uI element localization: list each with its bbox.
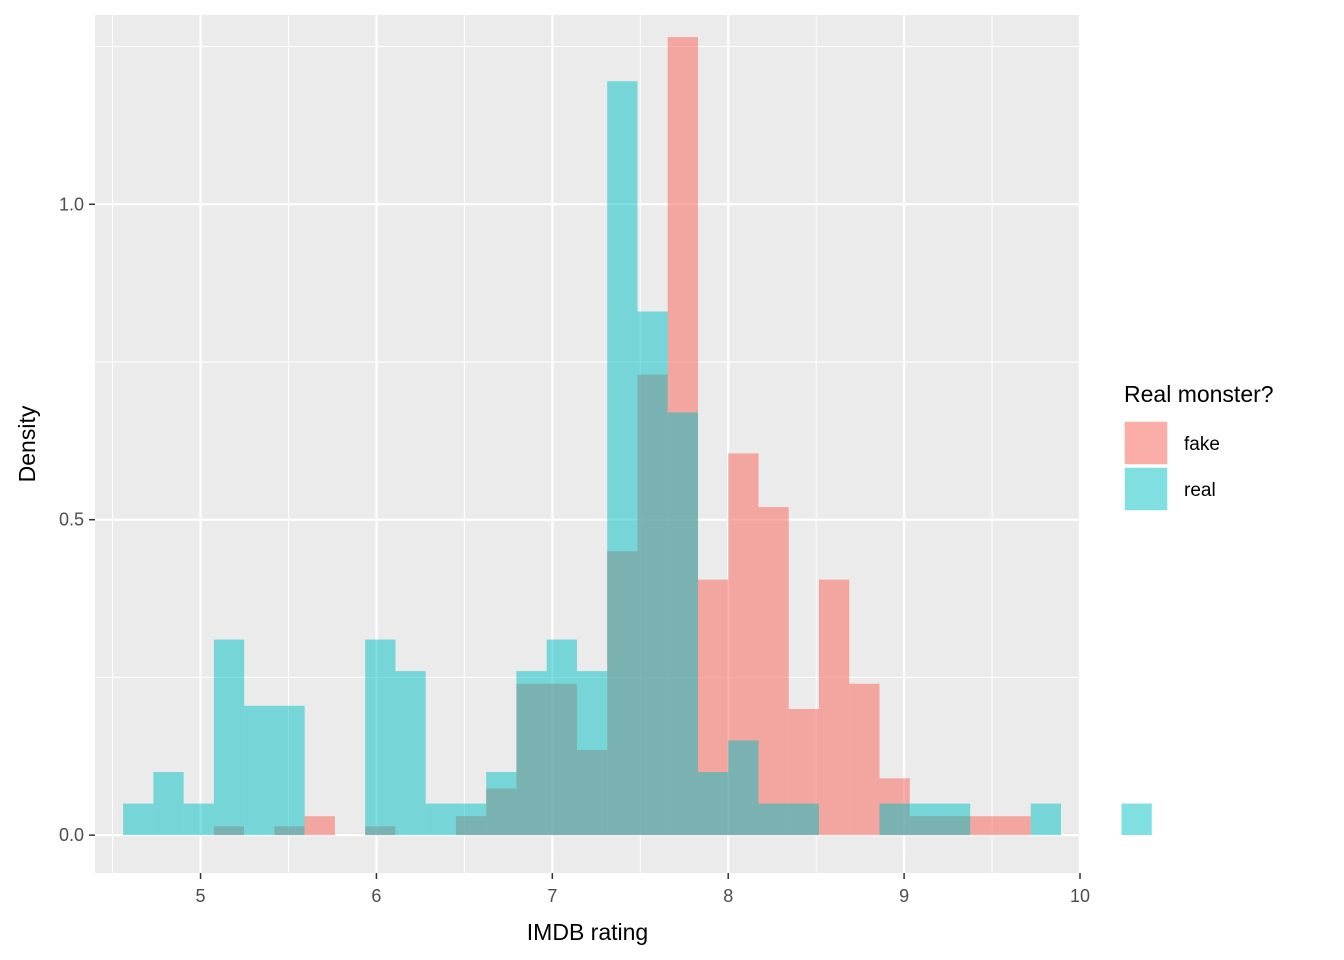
legend: Real monster? fake real <box>1123 381 1274 512</box>
histogram-bars <box>123 37 1152 836</box>
y-axis-title: Density <box>14 405 40 482</box>
bar-real <box>667 412 698 836</box>
bar-real <box>425 803 456 836</box>
bar-real <box>788 803 819 836</box>
x-tick-label: 5 <box>196 886 206 906</box>
bar-real <box>758 803 789 836</box>
bar-real <box>395 671 426 836</box>
bar-real <box>455 803 487 836</box>
minor-gridlines <box>95 15 1080 873</box>
bar-real <box>728 740 759 836</box>
legend-label-fake: fake <box>1184 434 1220 455</box>
x-tick-label: 7 <box>547 886 557 906</box>
bar-real <box>486 772 517 836</box>
bar-fake <box>1000 816 1031 836</box>
bar-fake <box>818 579 850 836</box>
legend-label-real: real <box>1184 480 1216 501</box>
bar-real <box>365 639 396 836</box>
y-axis: 0.0 0.5 1.0 <box>59 194 95 845</box>
bar-real <box>153 772 184 836</box>
bar-real <box>183 803 214 836</box>
x-tick-label: 8 <box>723 886 733 906</box>
legend-key-real <box>1123 466 1169 512</box>
bar-real <box>576 671 608 836</box>
bar-real <box>909 803 940 836</box>
bar-fake <box>970 816 1001 836</box>
x-tick-label: 10 <box>1070 886 1090 906</box>
bar-fake <box>849 683 880 836</box>
x-axis-title: IMDB rating <box>527 919 648 945</box>
bar-fake <box>304 816 335 836</box>
bar-real <box>274 705 305 836</box>
bar-real <box>213 639 245 836</box>
bar-real <box>516 671 547 836</box>
x-axis: 5 6 7 8 9 10 <box>196 873 1090 906</box>
bar-fake <box>758 507 789 836</box>
bar-real <box>244 705 275 836</box>
bar-real <box>1121 803 1152 836</box>
bar-real <box>697 772 729 836</box>
bar-real <box>546 639 577 836</box>
y-tick-label: 1.0 <box>59 194 84 214</box>
bar-real <box>879 803 910 836</box>
y-tick-label: 0.0 <box>59 825 84 845</box>
x-tick-label: 6 <box>371 886 381 906</box>
bar-real <box>637 311 668 836</box>
bar-real <box>123 803 154 836</box>
bar-real <box>1030 803 1062 836</box>
legend-key-fake <box>1123 420 1169 466</box>
bar-real <box>939 803 971 836</box>
legend-title: Real monster? <box>1124 381 1274 407</box>
y-tick-label: 0.5 <box>59 510 84 530</box>
bar-real <box>607 81 638 836</box>
x-tick-label: 9 <box>899 886 909 906</box>
